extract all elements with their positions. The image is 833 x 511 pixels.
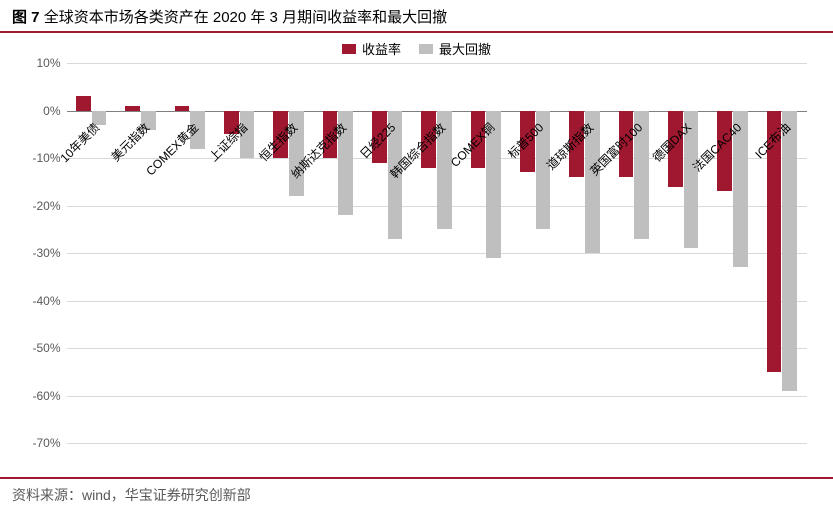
y-tick-label: 10%	[36, 56, 60, 70]
legend-swatch-drawdown	[419, 44, 433, 54]
y-tick-label: -20%	[32, 199, 60, 213]
gridline	[67, 348, 807, 349]
figure-title-bar: 图 7 全球资本市场各类资产在 2020 年 3 月期间收益率和最大回撤	[0, 0, 833, 33]
source-text: wind，华宝证券研究创新部	[82, 487, 251, 503]
gridline	[67, 396, 807, 397]
figure-number: 图 7	[12, 9, 40, 26]
gridline	[67, 301, 807, 302]
y-tick-label: -40%	[32, 294, 60, 308]
gridline	[67, 63, 807, 64]
bar-returns	[175, 106, 190, 111]
bar-drawdown	[782, 111, 797, 391]
chart-container: 收益率 最大回撤 -70%-60%-50%-40%-30%-20%-10%0%1…	[12, 33, 822, 453]
bar-returns	[76, 96, 91, 110]
chart-legend: 收益率 最大回撤	[12, 39, 822, 58]
y-tick-label: -70%	[32, 436, 60, 450]
plot-area: -70%-60%-50%-40%-30%-20%-10%0%10%10年美债美元…	[67, 63, 807, 443]
gridline	[67, 443, 807, 444]
figure-title: 全球资本市场各类资产在 2020 年 3 月期间收益率和最大回撤	[44, 9, 447, 26]
legend-item-returns: 收益率	[342, 39, 401, 58]
bar-returns	[125, 106, 140, 111]
legend-label-drawdown: 最大回撤	[439, 39, 491, 58]
legend-swatch-returns	[342, 44, 356, 54]
source-label: 资料来源：	[12, 487, 82, 503]
y-tick-label: -50%	[32, 341, 60, 355]
y-tick-label: -30%	[32, 246, 60, 260]
legend-item-drawdown: 最大回撤	[419, 39, 491, 58]
gridline	[67, 253, 807, 254]
legend-label-returns: 收益率	[362, 39, 401, 58]
source-footer: 资料来源：wind，华宝证券研究创新部	[0, 477, 833, 511]
y-tick-label: 0%	[43, 104, 60, 118]
y-tick-label: -60%	[32, 389, 60, 403]
